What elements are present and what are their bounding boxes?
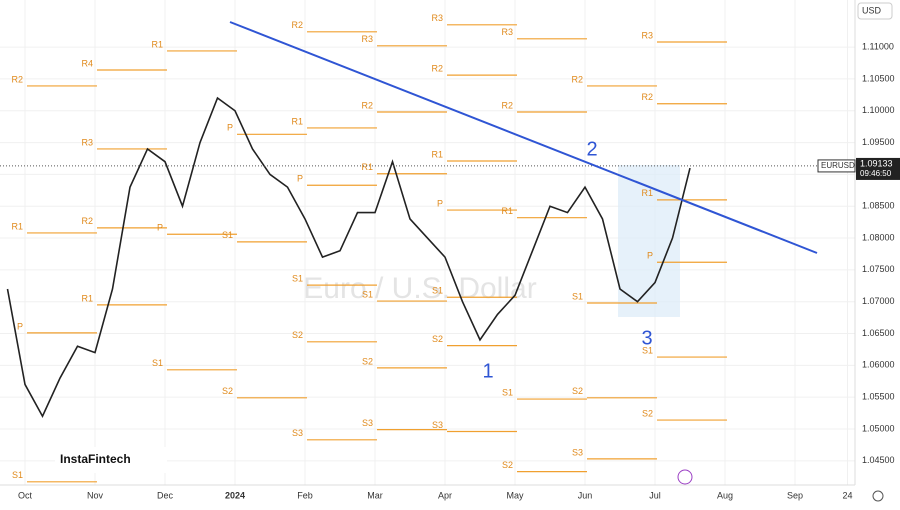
symbol: EURUSD xyxy=(821,161,855,170)
pivot-label: S2 xyxy=(572,386,583,396)
pivot-label: S1 xyxy=(222,230,233,240)
pivot-label: R2 xyxy=(641,92,653,102)
x-tick-label: Aug xyxy=(717,490,733,500)
pivot-label: R3 xyxy=(431,13,443,23)
pivot-label: S2 xyxy=(222,386,233,396)
pivot-label: R2 xyxy=(11,74,23,84)
wave-label: 2 xyxy=(586,138,597,160)
pivot-label: R3 xyxy=(501,27,513,37)
pivot-label: S2 xyxy=(292,330,303,340)
x-tick-label: Jun xyxy=(578,490,593,500)
settings-icon[interactable] xyxy=(872,490,884,502)
pivot-label: R1 xyxy=(641,188,653,198)
pivots: R2 R1 P S1 R4 R3 R2 R1 R1 P S1 P S1 S2 R2 R1 P S1 S2 S3 R3 R2… xyxy=(11,13,727,483)
wave-label: 1 xyxy=(482,360,493,382)
pivot-label: S1 xyxy=(572,291,583,301)
pivot-label: R1 xyxy=(361,162,373,172)
pivot-label: S3 xyxy=(572,447,583,457)
x-tick-label: Nov xyxy=(87,490,104,500)
pivot-label: R2 xyxy=(571,74,583,84)
pivot-label: S2 xyxy=(362,356,373,366)
y-tick-label: 1.11000 xyxy=(862,41,894,51)
brand-box xyxy=(55,447,167,473)
y-tick-label: 1.07000 xyxy=(862,296,895,306)
plot xyxy=(0,96,855,419)
y-tick-label: 1.06000 xyxy=(862,360,895,370)
pivot-label: S1 xyxy=(152,358,163,368)
pivot-label: S1 xyxy=(432,286,443,296)
pivot-label: R2 xyxy=(501,100,513,110)
pivot-label: R3 xyxy=(81,137,93,147)
pivot-label: R1 xyxy=(11,221,23,231)
y-tick-label: 1.06500 xyxy=(862,328,895,338)
price-tag xyxy=(856,157,900,180)
pivot-label: S2 xyxy=(642,408,653,418)
price-axis xyxy=(855,0,900,510)
y-tick-label: 1.04500 xyxy=(862,455,895,465)
pivot-label: P xyxy=(17,321,23,331)
pivot-label: S1 xyxy=(292,274,303,284)
event-icon[interactable] xyxy=(677,469,693,485)
pivot-label: S3 xyxy=(432,420,443,430)
pivot-label: R4 xyxy=(81,58,93,68)
y-tick-label: 1.09500 xyxy=(862,137,895,147)
x-tick-label: Jul xyxy=(649,490,661,500)
x-tick-label: Feb xyxy=(297,490,313,500)
range-box xyxy=(618,165,680,317)
y-tick-label: 1.08500 xyxy=(862,201,895,211)
pivot-label: R3 xyxy=(641,30,653,40)
pivot-label: P xyxy=(437,198,443,208)
x-tick-label: Dec xyxy=(157,490,174,500)
pivot-label: P xyxy=(227,123,233,133)
pivot-label: P xyxy=(157,223,163,233)
grid xyxy=(0,0,855,485)
pivot-label: R2 xyxy=(291,20,303,30)
pivot-label: S1 xyxy=(502,387,513,397)
pivot-label: S1 xyxy=(12,470,23,480)
currency[interactable]: USD xyxy=(862,5,882,15)
currency-button[interactable] xyxy=(857,2,893,20)
x-tick-label: 2024 xyxy=(225,490,245,500)
pivot-label: R3 xyxy=(361,34,373,44)
x-tick-label: May xyxy=(506,490,524,500)
pivot-label: R1 xyxy=(81,293,93,303)
y-tick-label: 1.10500 xyxy=(862,73,895,83)
y-tick-label: 1.05500 xyxy=(862,392,895,402)
last-price: 1.09133 xyxy=(860,158,893,168)
pivot-label: R2 xyxy=(431,63,443,73)
wave-label: 3 xyxy=(641,327,652,349)
y-tick-label: 1.08000 xyxy=(862,232,895,242)
pivot-label: S1 xyxy=(362,289,373,299)
pivot-label: R2 xyxy=(361,100,373,110)
watermark: Euro / U.S. Dollar xyxy=(303,272,536,305)
symbol-tag xyxy=(817,159,856,173)
pivot-label: S2 xyxy=(432,334,443,344)
pivot-label: P xyxy=(297,174,303,184)
x-tick-label: Apr xyxy=(438,490,452,500)
pivot-label: R1 xyxy=(291,116,303,126)
brand: InstaFintech xyxy=(60,452,131,466)
pivot-label: S3 xyxy=(292,428,303,438)
x-tick-label: Oct xyxy=(18,490,33,500)
pivot-label: S2 xyxy=(502,460,513,470)
time: 09:46:50 xyxy=(860,169,892,178)
price-line xyxy=(6,96,691,419)
pivot-label: R2 xyxy=(81,216,93,226)
y-tick-label: 1.05000 xyxy=(862,423,895,433)
axis: 1.04500 1.05000 1.05500 1.06000 1.06500 1.070… xyxy=(18,41,900,500)
trend-line xyxy=(229,21,818,254)
x-tick-label: 24 xyxy=(842,490,852,500)
x-tick-label: Mar xyxy=(367,490,383,500)
pivot-label: S1 xyxy=(642,345,653,355)
pivot-label: S3 xyxy=(362,418,373,428)
y-tick-label: 1.07500 xyxy=(862,264,895,274)
x-tick-label: Sep xyxy=(787,490,803,500)
pivot-label: R1 xyxy=(151,39,163,49)
pivot-label: R1 xyxy=(501,206,513,216)
y-tick-label: 1.10000 xyxy=(862,105,895,115)
pivot-label: P xyxy=(647,251,653,261)
pivot-label: R1 xyxy=(431,149,443,159)
